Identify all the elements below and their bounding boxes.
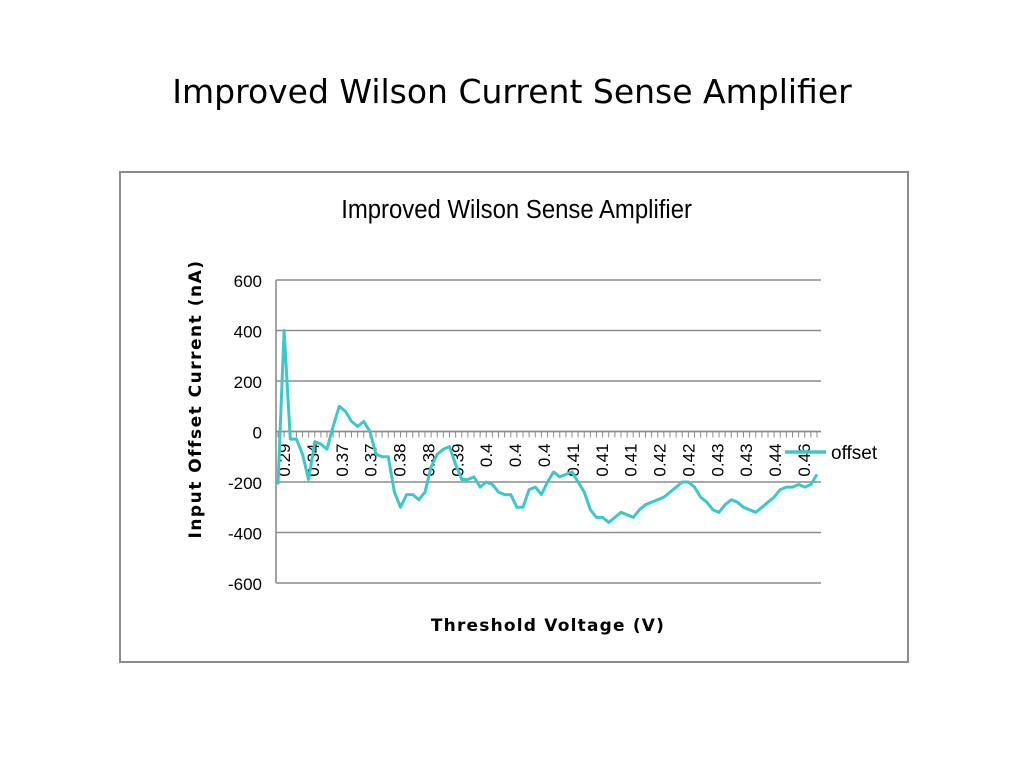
x-tick-label: 0.37	[333, 444, 352, 477]
x-tick-label: 0.42	[679, 444, 698, 477]
x-tick-label: 0.4	[535, 444, 554, 468]
x-tick-label: 0.37	[362, 444, 381, 477]
x-tick-label: 0.43	[708, 444, 727, 477]
x-tick-label: 0.4	[506, 444, 525, 468]
x-tick-label: 0.38	[391, 444, 410, 477]
y-tick-label: -200	[228, 474, 262, 493]
x-tick-label: 0.4	[477, 444, 496, 468]
x-tick-label: 0.41	[593, 444, 612, 477]
y-tick-label: -600	[228, 575, 262, 594]
x-axis: 0.29 0.34 0.37 0.37 0.38 0.38 0.39 0.4 0.4 0.4 0.4…	[275, 430, 821, 477]
chart-frame: Improved Wilson Sense Amplifier 600 400 20…	[119, 171, 909, 663]
x-tick-label: 0.43	[737, 444, 756, 477]
slide-title: Improved Wilson Current Sense Amplifier	[172, 72, 852, 111]
x-tick-label: 0.46	[795, 444, 814, 477]
x-tick-label: 0.44	[766, 444, 785, 477]
offset-line-chart: Improved Wilson Sense Amplifier 600 400 20…	[186, 195, 878, 636]
y-axis-ticks: 600 400 200 0 -200 -400 -600	[228, 272, 262, 594]
series-layer	[276, 329, 819, 524]
y-tick-label: 400	[234, 323, 262, 342]
y-tick-label: 600	[234, 272, 262, 291]
y-tick-label: 200	[234, 373, 262, 392]
x-tick-label: 0.34	[304, 444, 323, 477]
y-axis-label: Input Offset Current (nA)	[186, 259, 206, 538]
x-tick-label: 0.39	[448, 444, 467, 477]
x-tick-label: 0.41	[622, 444, 641, 477]
legend-label-offset: offset	[831, 443, 878, 464]
x-axis-label: Threshold Voltage (V)	[431, 616, 665, 636]
legend: offset	[785, 443, 878, 464]
y-tick-label: 0	[253, 424, 262, 443]
x-tick-label: 0.41	[564, 444, 583, 477]
y-tick-label: -400	[228, 525, 262, 544]
x-tick-label: 0.42	[651, 444, 670, 477]
x-tick-label: 0.38	[419, 444, 438, 477]
chart-title: Improved Wilson Sense Amplifier	[341, 195, 692, 224]
series-offset-line	[276, 329, 819, 524]
